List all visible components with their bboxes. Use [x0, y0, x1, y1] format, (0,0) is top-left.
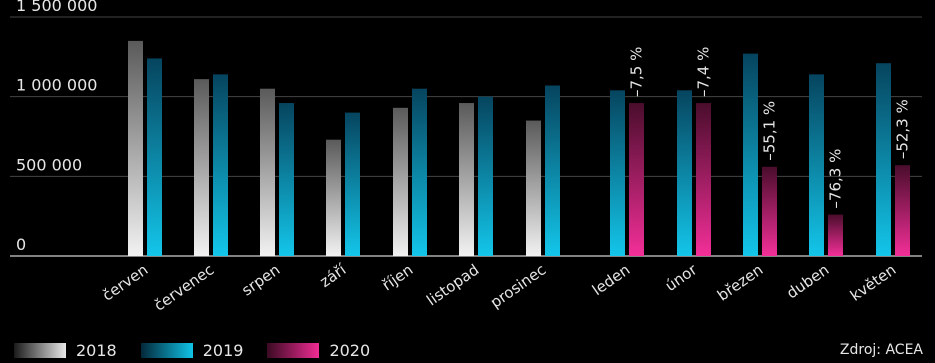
bar-2019-březen [743, 53, 758, 256]
legend: 2018 2019 2020 [14, 341, 394, 360]
annotation-duben: –76,3 % [827, 149, 845, 209]
x-tick-label-květen: květen [847, 261, 899, 305]
bar-2018-srpen [260, 88, 275, 256]
bar-2019-září [345, 112, 360, 256]
legend-item-2019: 2019 [140, 341, 244, 360]
source-note: Zdroj: ACEA [839, 342, 923, 358]
y-tick-label: 1 500 000 [16, 0, 97, 15]
bar-2019-leden [610, 90, 625, 256]
y-tick-label: 1 000 000 [16, 76, 97, 95]
bar-2018-červenec [194, 79, 209, 256]
bar-2018-říjen [393, 107, 408, 256]
bars [128, 40, 910, 257]
bar-2020-únor [696, 103, 711, 256]
x-tick-label-leden: leden [589, 261, 633, 300]
x-tick-label-březen: březen [714, 261, 766, 305]
legend-item-2020: 2020 [267, 341, 370, 360]
x-tick-label-červen: červen [99, 261, 151, 305]
annotation-březen: –55,1 % [761, 101, 779, 161]
x-tick-label-únor: únor [662, 260, 701, 295]
bar-2019-prosinec [545, 85, 560, 256]
x-tick-label-srpen: srpen [238, 261, 283, 300]
annotations: –7,5 % –7,4 % –55,1 % –76,3 % –52,3 % [628, 47, 912, 209]
x-axis-ticks: červen červenec srpen září říjen listopad pros… [99, 260, 899, 315]
annotation-květen: –52,3 % [894, 99, 912, 159]
bar-2020-březen [762, 166, 777, 256]
bar-2020-květen [895, 165, 910, 256]
annotation-leden: –7,5 % [628, 47, 646, 97]
x-tick-label-prosinec: prosinec [487, 261, 549, 312]
bar-2019-srpen [279, 103, 294, 256]
bar-2019-únor [677, 90, 692, 256]
legend-swatch-2018 [14, 343, 66, 358]
bar-2018-září [326, 139, 341, 256]
legend-label-2018: 2018 [76, 341, 117, 360]
y-axis-ticks: 0 500 000 1 000 000 1 500 000 [16, 0, 97, 254]
legend-label-2020: 2020 [329, 341, 371, 360]
x-tick-label-říjen: říjen [379, 261, 417, 295]
bar-2019-květen [876, 63, 891, 256]
bar-2020-duben [828, 214, 843, 256]
bar-2018-červen [128, 40, 143, 257]
legend-label-2019: 2019 [202, 341, 244, 360]
x-tick-label-červenec: červenec [151, 261, 218, 315]
legend-swatch-2019 [140, 343, 193, 358]
bar-2019-duben [809, 74, 824, 256]
y-tick-label: 500 000 [16, 155, 82, 174]
x-tick-label-září: září [317, 260, 350, 291]
legend-swatch-2020 [267, 343, 320, 358]
x-tick-label-listopad: listopad [423, 261, 482, 310]
bar-2018-prosinec [526, 120, 541, 256]
bar-2019-červenec [213, 74, 228, 256]
x-tick-label-duben: duben [783, 261, 832, 303]
y-tick-label: 0 [16, 235, 26, 254]
legend-item-2018: 2018 [14, 341, 117, 360]
annotation-únor: –7,4 % [695, 47, 713, 97]
bar-2018-listopad [459, 103, 474, 256]
bar-2019-listopad [478, 96, 493, 257]
bar-2019-říjen [412, 88, 427, 256]
bar-2020-leden [629, 103, 644, 256]
bar-2019-červen [147, 58, 162, 256]
